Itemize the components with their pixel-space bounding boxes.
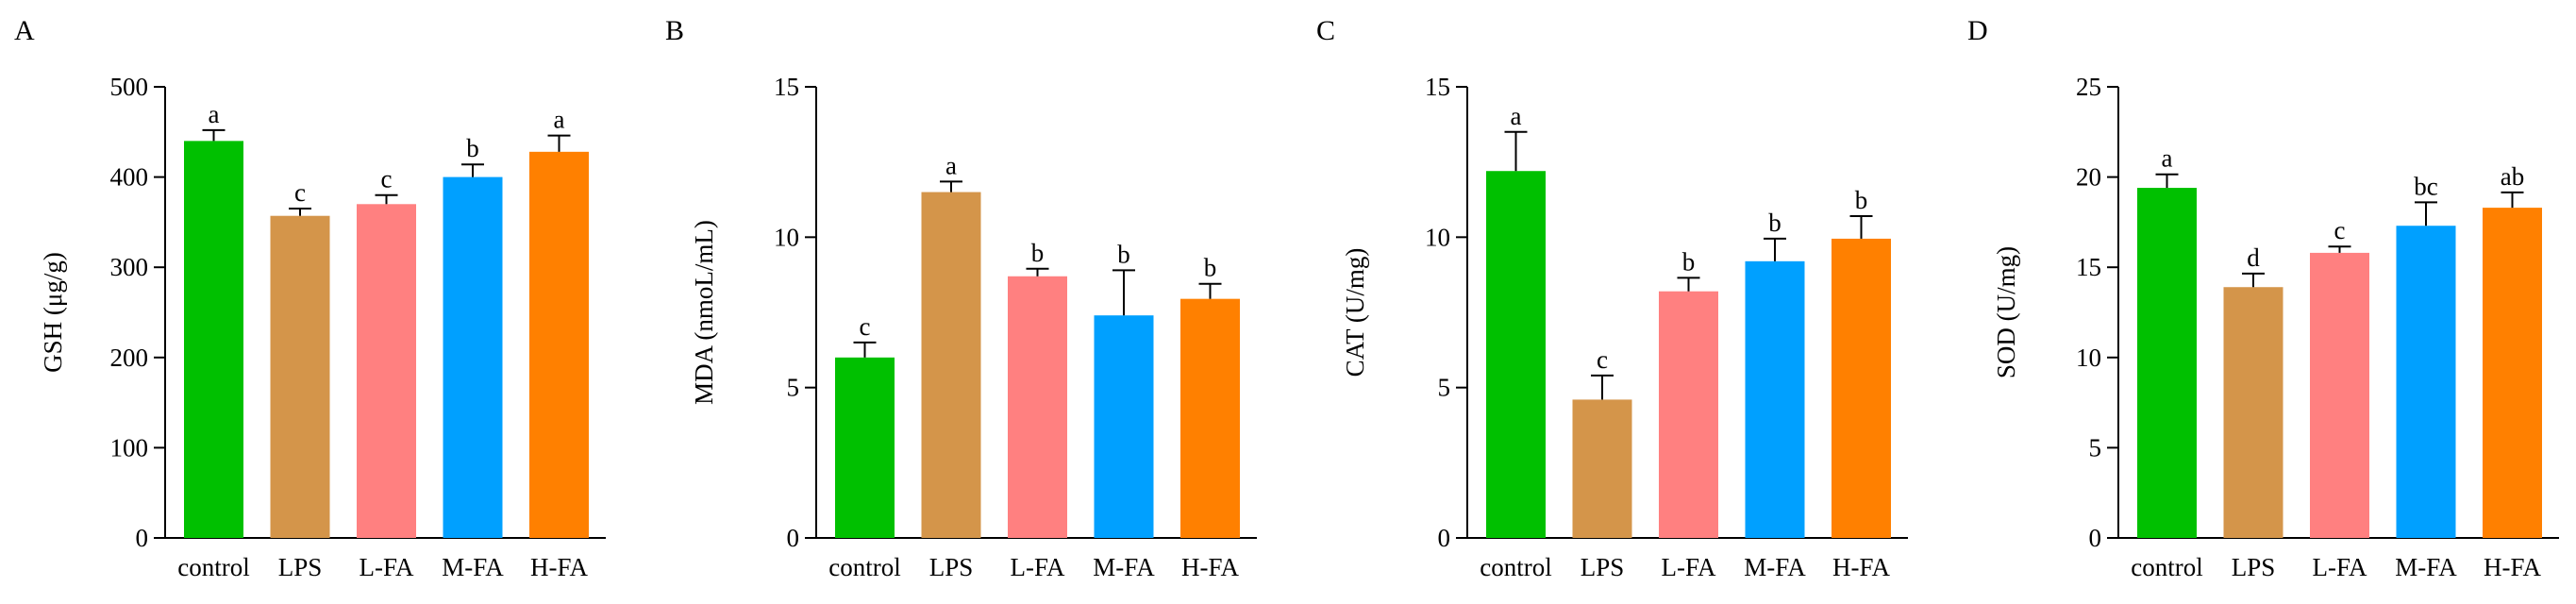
y-axis-label: CAT (U/mg) (1341, 248, 1369, 378)
x-tick-label: control (1480, 553, 1551, 581)
y-tick-label: 25 (2076, 73, 2101, 101)
significance-letter: c (2334, 216, 2346, 244)
panel-d: D 0 5 10 15 20 25 SOD (U/mg) a control d LPS c L-FA bc… (1967, 15, 2559, 581)
y-tick-label: 5 (1438, 374, 1451, 402)
significance-letter: c (1597, 345, 1608, 374)
x-tick-label: L-FA (360, 553, 414, 581)
significance-letter: b (1768, 209, 1781, 237)
bar-m-fa (1094, 315, 1154, 538)
bar-control (1486, 171, 1546, 538)
y-tick-label: 20 (2076, 163, 2101, 192)
significance-letter: b (466, 134, 479, 162)
bar-h-fa (1832, 238, 1891, 538)
x-tick-label: H-FA (530, 553, 589, 581)
bar-h-fa (2483, 208, 2542, 538)
y-tick-label: 15 (774, 73, 799, 101)
significance-letter: c (294, 178, 306, 207)
y-tick-label: 10 (2076, 344, 2101, 372)
x-tick-label: LPS (278, 553, 323, 581)
y-axis-label: SOD (U/mg) (1992, 246, 2020, 378)
significance-letter: bc (2414, 172, 2438, 200)
x-tick-label: control (2131, 553, 2202, 581)
bar-lps (921, 192, 981, 539)
bar-h-fa (529, 151, 589, 538)
y-tick-label: 0 (2089, 524, 2102, 552)
bar-l-fa (1008, 276, 1067, 538)
x-tick-label: L-FA (1011, 553, 1065, 581)
significance-letter: b (1855, 186, 1868, 214)
y-axis-label: MDA (nmoL/mL) (690, 220, 718, 405)
x-tick-label: control (828, 553, 900, 581)
significance-letter: b (1682, 247, 1696, 276)
x-tick-label: H-FA (1832, 553, 1891, 581)
bar-control (184, 141, 243, 539)
bar-h-fa (1180, 298, 1240, 538)
x-tick-label: LPS (929, 553, 974, 581)
significance-letter: d (2247, 243, 2260, 272)
bar-lps (2223, 287, 2283, 538)
significance-letter: a (1511, 102, 1522, 130)
significance-letter: a (945, 151, 957, 179)
significance-letter: b (1117, 240, 1130, 268)
significance-letter: c (381, 165, 393, 193)
x-tick-label: M-FA (1093, 553, 1155, 581)
y-tick-label: 100 (110, 433, 149, 461)
significance-letter: a (209, 100, 220, 128)
y-tick-label: 0 (136, 524, 149, 552)
panel-letter: D (1967, 15, 1988, 46)
x-tick-label: LPS (2232, 553, 2276, 581)
y-tick-label: 15 (1425, 73, 1450, 101)
panel-a: A 0 100 200 300 400 500 GSH (μg/g) a control c LPS c… (14, 15, 606, 581)
x-tick-label: LPS (1581, 553, 1625, 581)
bar-control (835, 357, 895, 538)
panel-c: C 0 5 10 15 CAT (U/mg) a control c LPS b L-FA b M-FA b… (1316, 15, 1908, 581)
y-tick-label: 400 (110, 163, 149, 192)
bar-m-fa (443, 176, 503, 538)
bar-l-fa (357, 204, 416, 538)
x-tick-label: L-FA (1662, 553, 1716, 581)
y-tick-label: 10 (774, 223, 799, 251)
x-tick-label: M-FA (1744, 553, 1806, 581)
significance-letter: a (554, 106, 565, 134)
panel-letter: B (665, 15, 684, 46)
bar-control (2137, 188, 2197, 538)
y-tick-label: 5 (787, 374, 800, 402)
x-tick-label: H-FA (1181, 553, 1240, 581)
significance-letter: ab (2501, 162, 2524, 191)
bar-l-fa (1659, 291, 1718, 538)
panel-letter: C (1316, 15, 1335, 46)
significance-letter: c (860, 312, 871, 341)
panel-letter: A (14, 15, 35, 46)
x-tick-label: L-FA (2313, 553, 2367, 581)
x-tick-label: control (177, 553, 249, 581)
y-tick-label: 5 (2089, 433, 2102, 461)
y-tick-label: 200 (110, 344, 149, 372)
panel-b: B 0 5 10 15 MDA (nmoL/mL) c control a LPS b L-FA b M-… (665, 15, 1257, 581)
y-tick-label: 15 (2076, 253, 2101, 281)
x-tick-label: M-FA (2395, 553, 2457, 581)
significance-letter: b (1031, 239, 1045, 267)
bar-lps (1572, 399, 1632, 538)
bar-lps (270, 215, 330, 538)
y-tick-label: 500 (110, 73, 149, 101)
x-tick-label: M-FA (442, 553, 504, 581)
bar-m-fa (2396, 226, 2456, 538)
bar-l-fa (2310, 252, 2369, 538)
significance-letter: a (2162, 144, 2173, 173)
x-tick-label: H-FA (2484, 553, 2542, 581)
y-tick-label: 0 (787, 524, 800, 552)
y-axis-label: GSH (μg/g) (39, 252, 67, 373)
y-tick-label: 300 (110, 253, 149, 281)
significance-letter: b (1204, 254, 1217, 282)
y-tick-label: 10 (1425, 223, 1450, 251)
y-tick-label: 0 (1438, 524, 1451, 552)
bar-m-fa (1745, 260, 1805, 538)
